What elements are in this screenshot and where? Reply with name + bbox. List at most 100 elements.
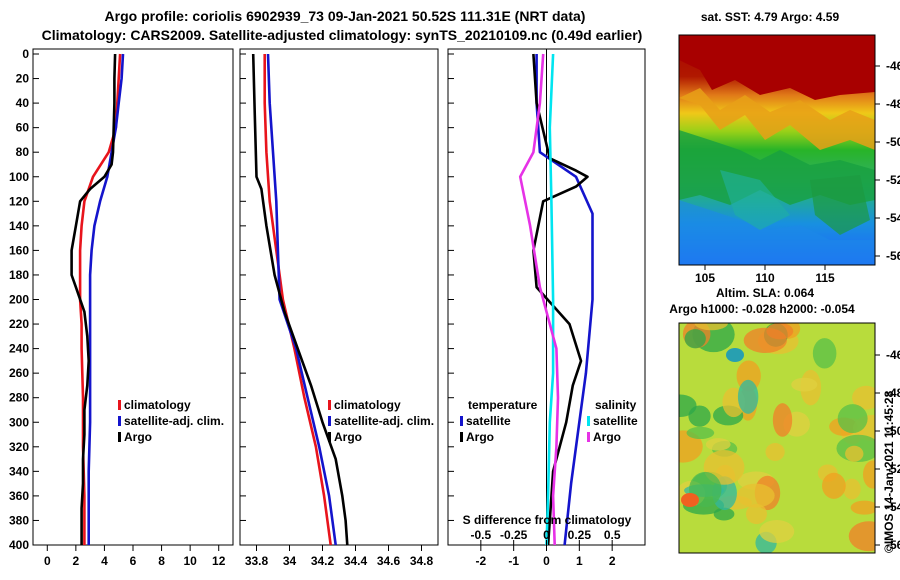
lat-tick-label: -54 [886, 500, 900, 514]
legend-swatch-temp-satellite [460, 416, 463, 426]
sla-lat-ticks: -46 -48 -50 -52 -54 -56 [875, 348, 900, 552]
x-tick-label: 34.2 [311, 554, 335, 568]
series-line-argo [70, 53, 117, 545]
difference-series [518, 53, 594, 546]
legend-swatch-climatology [118, 400, 121, 410]
x-tick-label: 8 [158, 554, 165, 568]
sla-blob [737, 379, 759, 414]
legend-label-sal-argo: Argo [593, 430, 621, 444]
sla-blob [726, 348, 744, 362]
sst-map-title: sat. SST: 4.79 Argo: 4.59 [701, 10, 840, 24]
salinity-difference-label: S difference from climatology [463, 513, 632, 527]
temperature-series [70, 53, 125, 545]
sla-blob [822, 472, 846, 499]
sla-blob [765, 443, 785, 461]
lat-tick-label: -48 [886, 97, 900, 111]
y-tick-label: 200 [9, 293, 29, 307]
lat-tick-label: -46 [886, 59, 900, 73]
legend-swatch-satellite [118, 416, 121, 426]
legend-title-salinity: salinity [595, 398, 637, 412]
sla-blob [684, 329, 706, 349]
sla-blob [812, 338, 837, 369]
legend-swatch-sal-argo [587, 432, 590, 442]
lat-tick-label: -46 [886, 348, 900, 362]
legend-label-temp-satellite: satellite [466, 414, 511, 428]
y-tick-label: 260 [9, 366, 29, 380]
series-line-climatology [263, 54, 332, 546]
sla-blob [766, 323, 794, 340]
salinity-panel-frame [239, 48, 439, 546]
x-tick-label: 4 [101, 554, 108, 568]
lat-tick-label: -56 [886, 538, 900, 552]
x-tick-label: 0 [543, 554, 550, 568]
legend-label-sal-satellite: satellite [593, 414, 638, 428]
x-tick-label: 6 [130, 554, 137, 568]
legend-swatch-argo [118, 432, 121, 442]
y-tick-label: 400 [9, 538, 29, 552]
x-tick-label: 1 [576, 554, 583, 568]
sla-blob [843, 478, 861, 500]
sla-blob [686, 426, 715, 440]
legend-title-temperature: temperature [468, 398, 538, 412]
secondary-tick-label: -0.5 [470, 528, 491, 542]
temperature-legend: climatology satellite-adj. clim. Argo [118, 398, 224, 444]
sla-blob [713, 507, 735, 521]
y-tick-label: 140 [9, 219, 29, 233]
x-tick-label: 0 [44, 554, 51, 568]
series-line-argo [251, 53, 349, 546]
difference-legend: temperature satellite Argo salinity sate… [460, 398, 638, 444]
legend-swatch-temp-argo [460, 432, 463, 442]
lat-tick-label: -48 [886, 386, 900, 400]
sla-blob [791, 377, 818, 392]
y-tick-label: 20 [16, 72, 30, 86]
y-tick-label: 340 [9, 464, 29, 478]
sst-map-image [678, 34, 876, 266]
x-tick-label: 33.8 [245, 554, 269, 568]
y-tick-label: 80 [16, 145, 30, 159]
sla-blob [848, 521, 875, 552]
salinity-series [251, 53, 349, 546]
imos-watermark: ©IMOS 14-Jan-2021 11:45:28 [882, 390, 896, 553]
x-tick-label: 34.8 [410, 554, 434, 568]
y-tick-label: 300 [9, 415, 29, 429]
y-tick-label: 360 [9, 489, 29, 503]
series-line-temperature-satellite [535, 54, 594, 546]
y-tick-label: 280 [9, 391, 29, 405]
lat-tick-label: -54 [886, 211, 900, 225]
legend-swatch-satellite [328, 416, 331, 426]
sla-blob [688, 405, 711, 427]
sla-blob [862, 460, 875, 489]
lat-tick-label: -50 [886, 424, 900, 438]
legend-swatch-argo [328, 432, 331, 442]
sla-map-image [678, 322, 876, 554]
y-tick-label: 380 [9, 513, 29, 527]
legend-swatch-climatology [328, 400, 331, 410]
lat-tick-label: -56 [886, 249, 900, 263]
legend-label-temp-argo: Argo [466, 430, 494, 444]
sla-blob [759, 519, 795, 543]
sla-map-title-1: Altim. SLA: 0.064 [716, 286, 814, 300]
sla-blob [694, 323, 728, 331]
legend-label-satellite: satellite-adj. clim. [124, 414, 224, 428]
salinity-legend: climatology satellite-adj. clim. Argo [328, 398, 434, 444]
series-line-temperature-argo [532, 53, 589, 546]
sla-blob [837, 404, 868, 434]
legend-label-satellite: satellite-adj. clim. [334, 414, 434, 428]
legend-label-climatology: climatology [124, 398, 191, 412]
sla-blob [772, 403, 793, 437]
sst-lon-ticks: 105 110 115 [695, 265, 835, 285]
lon-tick-label: 105 [695, 271, 715, 285]
lon-tick-label: 110 [755, 271, 775, 285]
y-tick-label: 60 [16, 121, 30, 135]
x-tick-label: 34 [283, 554, 297, 568]
sla-blob [852, 385, 875, 410]
y-tick-label: 180 [9, 268, 29, 282]
x-tick-label: -2 [475, 554, 486, 568]
x-tick-label: 34.4 [344, 554, 368, 568]
temperature-ticks: 0 2 4 6 8 10 12 [44, 545, 226, 568]
depth-ticks: 0 20 40 60 80 100 120 140 160 180 200 220 240 260 280 3… [9, 47, 454, 552]
temperature-panel-frame [32, 48, 234, 546]
lat-tick-label: -50 [886, 135, 900, 149]
y-tick-label: 320 [9, 440, 29, 454]
